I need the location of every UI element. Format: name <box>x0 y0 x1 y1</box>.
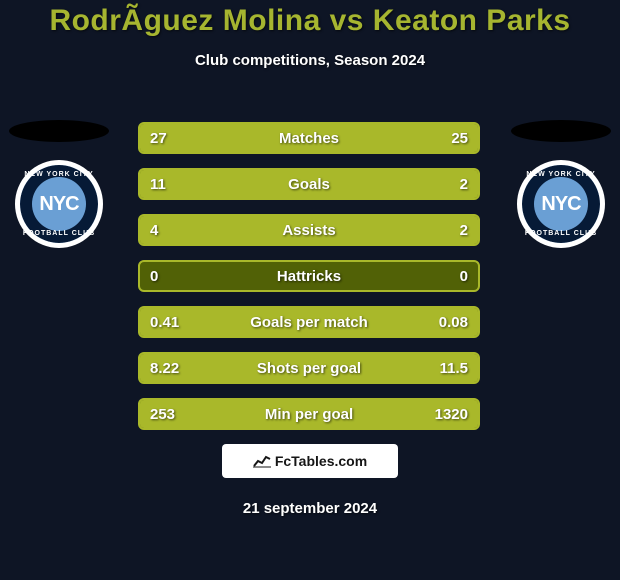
stat-label: Goals <box>140 170 478 198</box>
page-subtitle: Club competitions, Season 2024 <box>0 52 620 69</box>
brand-chart-icon <box>253 454 271 468</box>
crest-top-text: NEW YORK CITY <box>24 171 93 178</box>
stat-rows: 2725Matches 112Goals 42Assists 00Hattricks 0… <box>138 122 480 444</box>
stat-label: Matches <box>140 124 478 152</box>
stat-label: Hattricks <box>140 262 478 290</box>
stat-row: 112Goals <box>138 168 480 200</box>
player-right-crest: NEW YORK CITY NYC FOOTBALL CLUB <box>517 160 605 248</box>
date-text: 21 september 2024 <box>0 500 620 517</box>
player-right-shadow <box>511 120 611 142</box>
stat-label: Shots per goal <box>140 354 478 382</box>
player-left-crest: NEW YORK CITY NYC FOOTBALL CLUB <box>15 160 103 248</box>
stat-label: Assists <box>140 216 478 244</box>
crest-bottom-text: FOOTBALL CLUB <box>525 230 597 237</box>
page-title: RodrÃ­guez Molina vs Keaton Parks <box>0 4 620 38</box>
stat-row: 42Assists <box>138 214 480 246</box>
stat-label: Min per goal <box>140 400 478 428</box>
stat-row: 00Hattricks <box>138 260 480 292</box>
brand-text: FcTables.com <box>275 453 367 469</box>
brand-badge: FcTables.com <box>222 444 398 478</box>
stat-label: Goals per match <box>140 308 478 336</box>
player-left-column: NEW YORK CITY NYC FOOTBALL CLUB <box>4 120 114 248</box>
stat-row: 2725Matches <box>138 122 480 154</box>
stat-row: 8.2211.5Shots per goal <box>138 352 480 384</box>
crest-monogram: NYC <box>541 193 580 216</box>
crest-top-text: NEW YORK CITY <box>526 171 595 178</box>
player-left-shadow <box>9 120 109 142</box>
crest-bottom-text: FOOTBALL CLUB <box>23 230 95 237</box>
stat-row: 0.410.08Goals per match <box>138 306 480 338</box>
comparison-card: RodrÃ­guez Molina vs Keaton Parks Club c… <box>0 0 620 580</box>
crest-monogram: NYC <box>39 193 78 216</box>
player-right-column: NEW YORK CITY NYC FOOTBALL CLUB <box>506 120 616 248</box>
stat-row: 2531320Min per goal <box>138 398 480 430</box>
